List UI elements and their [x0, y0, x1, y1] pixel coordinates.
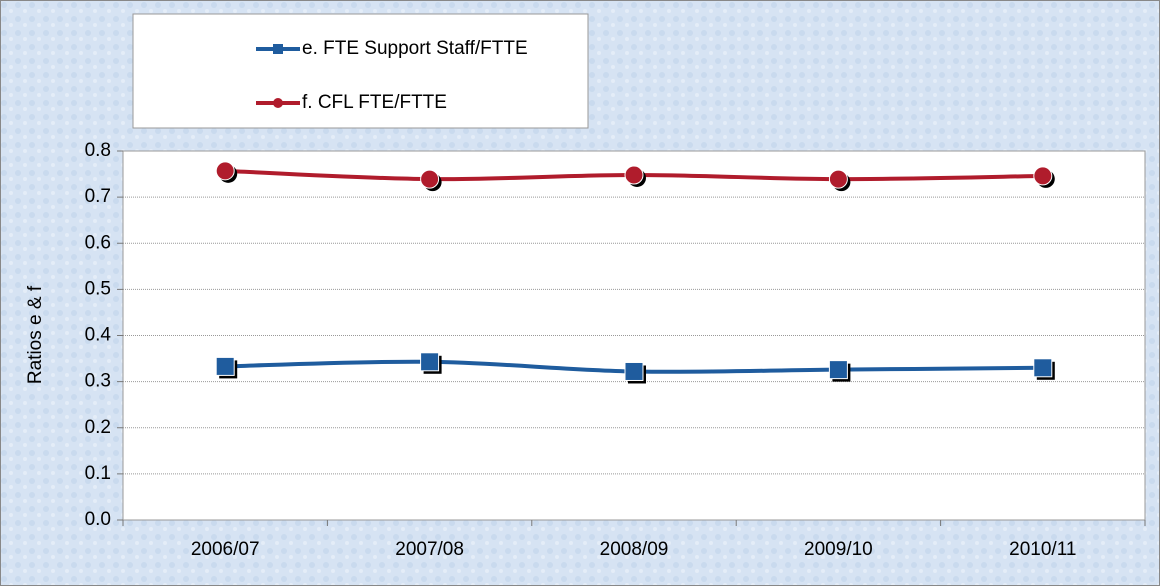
legend: [132, 13, 589, 129]
legend-marker: [273, 44, 283, 54]
y-tick-label: 0.3: [85, 371, 111, 392]
marker: [1033, 166, 1053, 186]
y-tick-label: 0.5: [85, 278, 111, 299]
marker: [1033, 358, 1053, 378]
marker: [420, 169, 440, 189]
legend-label: f. CFL FTE/FTTE: [302, 92, 447, 113]
marker: [828, 360, 848, 380]
y-tick-label: 0.8: [85, 140, 111, 161]
x-tick-label: 2010/11: [1009, 539, 1076, 560]
marker: [828, 169, 848, 189]
y-tick-label: 0.6: [85, 232, 111, 253]
y-tick-label: 0.0: [85, 509, 111, 530]
x-tick-label: 2008/09: [600, 539, 669, 560]
marker: [420, 352, 440, 372]
marker: [624, 361, 644, 381]
x-tick-label: 2006/07: [191, 539, 260, 560]
y-tick-label: 0.7: [85, 186, 111, 207]
x-tick-label: 2007/08: [395, 539, 464, 560]
legend-marker: [273, 98, 283, 108]
marker: [215, 161, 235, 181]
marker: [215, 356, 235, 376]
legend-label: e. FTE Support Staff/FTTE: [302, 38, 528, 59]
marker: [624, 165, 644, 185]
x-tick-label: 2009/10: [804, 539, 873, 560]
y-tick-label: 0.4: [85, 325, 112, 346]
y-axis-label: Ratios e & f: [25, 285, 46, 384]
y-tick-label: 0.1: [85, 463, 111, 484]
y-tick-label: 0.2: [85, 417, 111, 438]
